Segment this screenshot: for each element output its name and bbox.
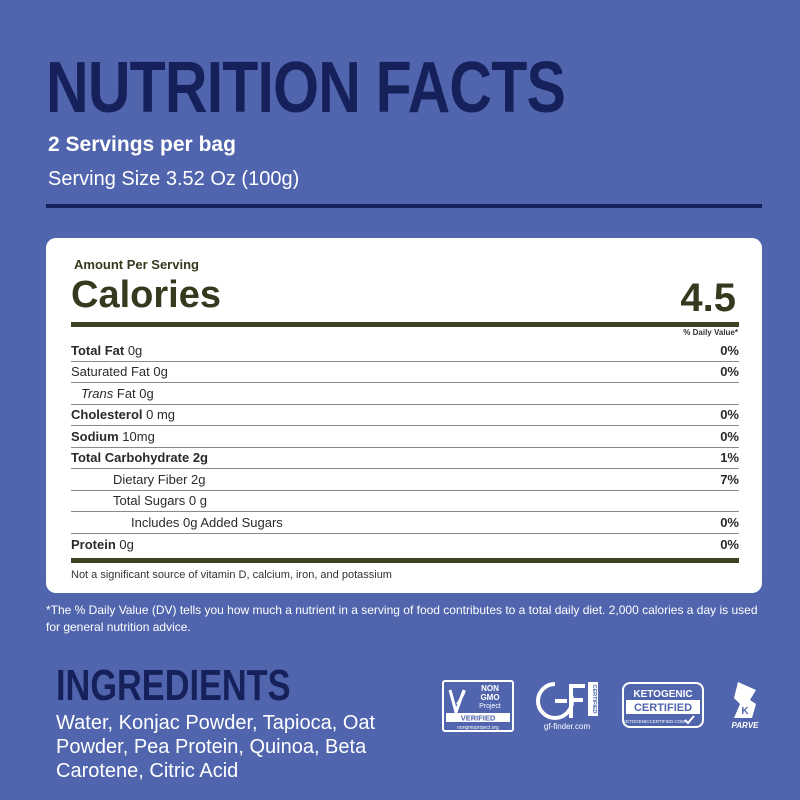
nutrient-name-italic: Trans [81,385,114,401]
gf-certified: CERTIFIED [591,684,597,713]
nutrient-dv: 0% [720,342,739,358]
nutrient-name: Saturated Fat 0g [71,364,168,380]
daily-value-header: % Daily Value* [683,328,738,337]
kosher-parve-badge: K PARVE [728,680,762,732]
parve-label: PARVE [732,721,760,730]
panel-footnote: Not a significant source of vitamin D, c… [71,569,392,581]
nongmo-line2: GMO [480,693,499,702]
nutrient-name: Includes 0g Added Sugars [131,514,283,530]
amount-per-serving: Amount Per Serving [74,257,199,272]
nutrient-dv: 0% [720,514,739,530]
calories-divider [71,322,739,327]
nutrient-name: Total Sugars 0 g [113,493,207,509]
non-gmo-badge: NON GMO Project VERIFIED nongmoproject.o… [442,680,514,732]
keto-line2: CERTIFIED [634,702,692,714]
nutrient-name: Cholesterol [71,407,143,423]
nutrient-row-total-sugars: Total Sugars 0 g [71,491,739,512]
nutrient-name: Sodium [71,428,119,444]
nutrient-dv: 0% [720,536,739,552]
nutrient-dv: 0% [720,364,739,380]
nutrient-name: Protein [71,536,116,552]
nutrient-dv: 0% [720,407,739,423]
page-title: NUTRITION FACTS [46,48,566,128]
nutrient-name: Total Fat [71,342,125,358]
nutrient-amount: 10mg [118,428,155,444]
gf-url: gf-finder.com [544,722,591,731]
ingredients-list: Water, Konjac Powder, Tapioca, Oat Powde… [56,712,376,782]
calories-value: 4.5 [680,276,736,320]
nutrient-row-trans-fat: Trans Fat 0g [71,383,739,405]
nutrient-dv: 7% [720,471,739,487]
ingredients-title: INGREDIENTS [56,661,291,710]
nutrient-row-cholesterol: Cholesterol 0 mg 0% [71,405,739,426]
nutrient-row-total-fat: Total Fat 0g 0% [71,340,739,362]
bottom-divider [71,558,739,563]
kosher-letter: K [741,706,749,717]
nutrient-table: Total Fat 0g 0% Saturated Fat 0g 0% Tran… [71,340,739,555]
nutrient-row-sodium: Sodium 10mg 0% [71,426,739,448]
keto-line1: KETOGENIC [633,689,692,700]
nongmo-url: nongmoproject.org [457,725,499,731]
gluten-free-badge: CERTIFIED gf-finder.com [533,680,601,732]
nutrient-row-total-carbohydrate: Total Carbohydrate 2g 1% [71,448,739,469]
serving-size: Serving Size 3.52 Oz (100g) [48,168,300,190]
nutrient-amount: Fat 0g [113,385,154,401]
nongmo-line1: NON [481,684,499,693]
nutrient-name: Total Carbohydrate 2g [71,450,209,466]
calories-label: Calories [71,274,221,316]
nutrient-row-dietary-fiber: Dietary Fiber 2g 7% [71,469,739,491]
nongmo-verified: VERIFIED [461,714,496,723]
nutrition-panel: Amount Per Serving Calories 4.5 % Daily … [46,238,762,593]
nutrient-amount: 0g [124,342,143,358]
nutrient-row-added-sugars: Includes 0g Added Sugars 0% [71,512,739,534]
nutrient-row-saturated-fat: Saturated Fat 0g 0% [71,362,739,383]
header-divider [46,204,762,208]
nutrient-name: Dietary Fiber 2g [113,471,206,487]
nutrient-amount: 0g [115,536,134,552]
nutrient-row-protein: Protein 0g 0% [71,534,739,556]
nutrient-dv: 1% [720,450,739,466]
nongmo-line3: Project [479,703,501,710]
keto-url: KETOGENICCERTIFIED.COM [623,719,685,724]
daily-value-note: *The % Daily Value (DV) tells you how mu… [46,603,758,634]
servings-per-bag: 2 Servings per bag [48,133,236,156]
nutrient-dv: 0% [720,428,739,444]
ketogenic-certified-badge: KETOGENIC CERTIFIED KETOGENICCERTIFIED.C… [622,682,704,732]
nutrient-amount: 0 mg [142,407,176,423]
